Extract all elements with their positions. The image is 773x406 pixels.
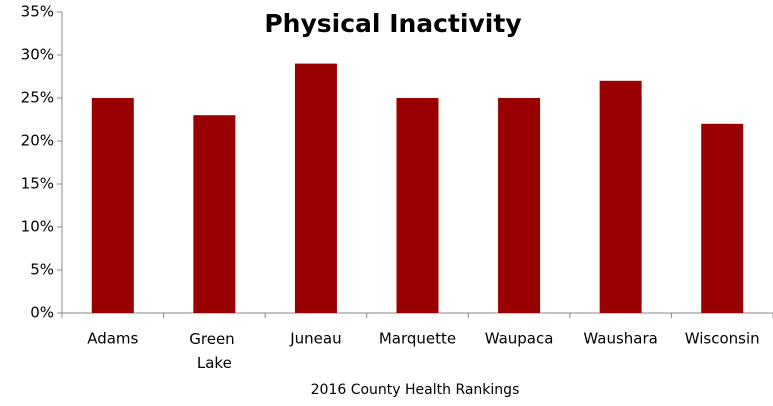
y-tick-label: 30% bbox=[21, 46, 54, 64]
bar bbox=[396, 98, 439, 313]
y-tick-label: 5% bbox=[30, 261, 54, 279]
x-tick-label: Green Lake bbox=[189, 330, 239, 372]
y-tick-label: 35% bbox=[21, 3, 54, 21]
y-tick-label: 0% bbox=[30, 304, 54, 322]
x-axis-label: 2016 County Health Rankings bbox=[311, 382, 520, 398]
bar bbox=[599, 80, 642, 313]
y-tick-label: 25% bbox=[21, 89, 54, 107]
bar bbox=[498, 98, 541, 313]
x-tick-label: Adams bbox=[87, 330, 138, 348]
bar bbox=[91, 98, 134, 313]
x-tick-label: Marquette bbox=[379, 330, 456, 348]
bar bbox=[701, 123, 744, 313]
x-tick-label: Waushara bbox=[583, 330, 657, 348]
bar bbox=[193, 115, 236, 313]
x-tick-label: Wisconsin bbox=[685, 330, 760, 348]
x-tick-label: Juneau bbox=[289, 330, 341, 348]
chart-title: Physical Inactivity bbox=[264, 9, 521, 38]
y-tick-label: 15% bbox=[21, 175, 54, 193]
x-tick-label: Waupaca bbox=[485, 330, 554, 348]
y-tick-label: 10% bbox=[21, 218, 54, 236]
bar bbox=[294, 63, 337, 313]
y-tick-label: 20% bbox=[21, 132, 54, 150]
